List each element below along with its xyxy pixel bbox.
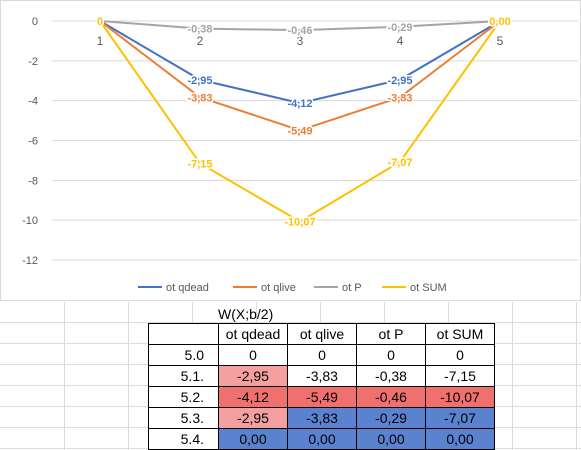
row-label[interactable]: 5.0 [148,344,219,366]
series-line [99,20,501,223]
table-row: 5.0 0 0 0 0 [148,344,495,366]
series-line [99,20,501,105]
y-tick-label: -2 [28,56,38,68]
data-label: 0,00 [489,16,510,28]
y-tick-label: -8 [28,175,38,187]
data-table: ot qdead ot qlive ot P ot SUM 5.0 0 0 0 … [148,323,495,450]
data-label: -10,07 [284,217,315,229]
y-tick-label: -12 [22,255,38,267]
table-cell[interactable]: 0,00 [218,428,288,450]
table-corner-cell[interactable] [148,323,219,345]
x-tick-label: 4 [397,34,404,48]
table-row: 5.3. -2,95 -3,83 -0,29 -7,07 [148,407,495,429]
column-header[interactable]: ot qlive [287,323,357,345]
table-cell[interactable]: 0,00 [356,428,426,450]
table-cell[interactable]: -5,49 [287,386,357,408]
x-tick-label: 1 [97,34,104,48]
table-cell[interactable]: -0,46 [356,386,426,408]
table-cell[interactable]: -10,07 [425,386,495,408]
table-cell[interactable]: -7,07 [425,407,495,429]
chart-area: 0 -2 -4 -6 -8 -10 -12 1 2 3 4 5 -2,95 -4,12 -2,95 -3,83… [0,0,581,301]
data-label: 0 [97,16,103,28]
table-cell[interactable]: 0 [356,344,426,366]
legend-label: ot qdead [166,282,209,294]
table-cell[interactable]: -2,95 [218,365,288,387]
column-header[interactable]: ot qdead [218,323,288,345]
data-label: -0,29 [387,22,412,34]
column-header[interactable]: ot P [356,323,426,345]
table-cell[interactable]: 0,00 [287,428,357,450]
x-tick-label: 3 [297,34,304,48]
data-label: -5,49 [287,125,312,137]
y-tick-label: 0 [32,16,38,28]
series-line [99,20,501,32]
row-label[interactable]: 5.3. [148,407,219,429]
table-cell[interactable]: 0 [425,344,495,366]
data-label: -4,12 [287,98,312,110]
data-label: -2,95 [387,75,412,87]
table-cell[interactable]: -3,83 [287,407,357,429]
line-chart: 0 -2 -4 -6 -8 -10 -12 1 2 3 4 5 -2,95 -4,12 -2,95 -3,83… [0,0,581,301]
column-header[interactable]: ot SUM [425,323,495,345]
y-tick-label: -6 [28,136,38,148]
table-cell[interactable]: -2,95 [218,407,288,429]
data-label: -3,83 [387,92,412,104]
x-tick-label: 2 [197,34,204,48]
table-cell[interactable]: 0 [218,344,288,366]
y-tick-label: -10 [22,215,38,227]
data-label: -0,38 [187,24,212,36]
table-cell[interactable]: -0,38 [356,365,426,387]
table-cell[interactable]: -7,15 [425,365,495,387]
table-header-row: ot qdead ot qlive ot P ot SUM [148,323,495,345]
data-label: -7,15 [187,158,212,170]
data-label: -2,95 [187,75,212,87]
table-row: 5.1. -2,95 -3,83 -0,38 -7,15 [148,365,495,387]
table-row: 5.2. -4,12 -5,49 -0,46 -10,07 [148,386,495,408]
row-label[interactable]: 5.1. [148,365,219,387]
table-cell[interactable]: -4,12 [218,386,288,408]
legend-label: ot qlive [261,282,296,294]
data-label: -3,83 [187,92,212,104]
legend-label: ot P [342,282,362,294]
data-label: -0,46 [287,25,312,37]
y-tick-label: -4 [28,96,38,108]
row-label[interactable]: 5.4. [148,428,219,450]
data-label: 0,00 [489,16,510,28]
table-cell[interactable]: -3,83 [287,365,357,387]
x-tick-label: 5 [497,34,504,48]
table-cell[interactable]: 0,00 [425,428,495,450]
table-cell[interactable]: -0,29 [356,407,426,429]
table-title: W(X;b/2) [218,306,274,322]
legend-label: ot SUM [410,282,447,294]
chart-border [0,0,581,301]
table-cell[interactable]: 0 [287,344,357,366]
table-row: 5.4. 0,00 0,00 0,00 0,00 [148,428,495,450]
series-line [99,20,501,132]
row-label[interactable]: 5.2. [148,386,219,408]
data-label: -7,07 [387,157,412,169]
